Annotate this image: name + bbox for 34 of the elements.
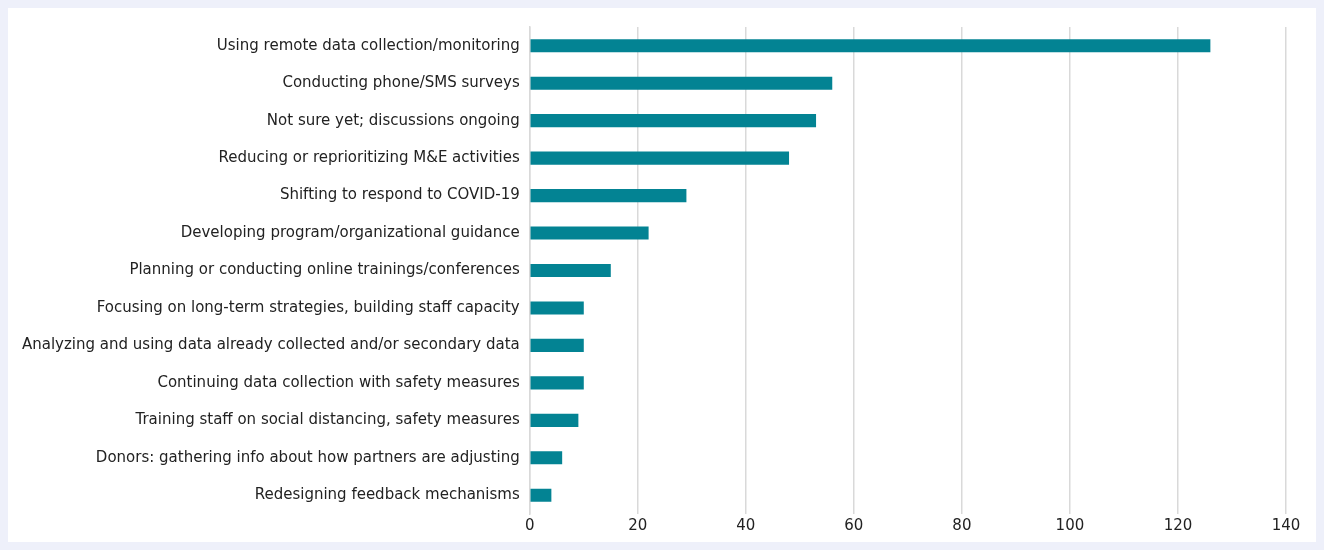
- bar: [530, 189, 687, 203]
- bar: [530, 151, 790, 165]
- y-tick-label: Focusing on long-term strategies, building staff capacity: [96, 297, 520, 316]
- bar: [530, 451, 563, 465]
- x-tick-label: 80: [952, 515, 972, 534]
- y-tick-label: Not sure yet; discussions ongoing: [266, 110, 520, 129]
- bar: [530, 226, 649, 240]
- y-tick-label: Developing program/organizational guidance: [180, 222, 520, 241]
- y-tick-label: Reducing or reprioritizing M&E activities: [218, 148, 520, 167]
- x-tick-label: 120: [1163, 515, 1193, 534]
- bar: [530, 263, 611, 278]
- bar: [530, 488, 552, 502]
- y-tick-label: Donors: gathering info about how partners are adjusting: [95, 447, 520, 466]
- y-tick-label: Analyzing and using data already collected and/or secondary data: [22, 335, 520, 354]
- y-tick-label: Training staff on social distancing, safety measures: [134, 410, 520, 429]
- bar: [530, 376, 584, 390]
- bar: [530, 338, 584, 352]
- x-tick-label: 140: [1271, 515, 1301, 534]
- y-tick-label: Continuing data collection with safety measures: [157, 372, 520, 391]
- bar: [530, 76, 833, 90]
- y-tick-label: Redesigning feedback mechanisms: [254, 485, 520, 504]
- x-tick-label: 20: [628, 515, 648, 534]
- bar: [530, 39, 1211, 53]
- y-tick-label: Using remote data collection/monitoring: [216, 35, 520, 54]
- x-tick-label: 0: [524, 515, 535, 534]
- bar: [530, 413, 579, 427]
- x-tick-label: 60: [844, 515, 864, 534]
- x-tick-label: 40: [736, 515, 756, 534]
- bar: [530, 114, 817, 128]
- y-tick-label: Shifting to respond to COVID-19: [279, 185, 520, 204]
- x-tick-label: 100: [1055, 515, 1085, 534]
- y-tick-label: Planning or conducting online trainings/conferences: [129, 260, 520, 279]
- bar: [530, 301, 584, 315]
- y-tick-label: Conducting phone/SMS surveys: [282, 73, 520, 92]
